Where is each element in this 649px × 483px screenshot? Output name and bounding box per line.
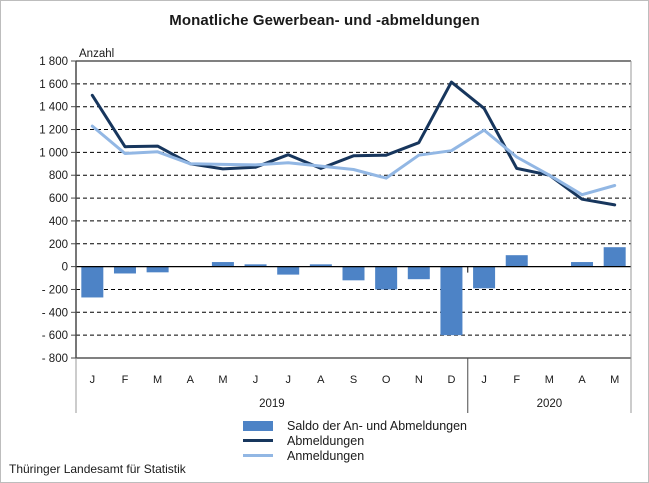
saldo-bar-J-5 — [244, 264, 267, 267]
month-label-0: J — [90, 374, 96, 386]
y-axis-labels: 1 800 1 600 1 400 1 200 1 000 800 600 400 200 0 - … — [39, 56, 68, 365]
y-tick-label-1600: 1 600 — [39, 79, 68, 91]
saldo-bar-A-7 — [309, 264, 332, 267]
legend-item-anmeldungen: Anmeldungen — [243, 448, 467, 463]
saldo-bar-J-6 — [277, 266, 300, 275]
y-axis-ticks — [71, 60, 76, 359]
y-tick-label--800: - 800 — [42, 353, 68, 365]
month-label-12: J — [481, 374, 487, 386]
y-tick-label-1400: 1 400 — [39, 102, 68, 114]
y-tick-label-800: 800 — [49, 170, 68, 182]
saldo-bar-D-11 — [440, 266, 463, 336]
saldo-bar-F-1 — [113, 266, 136, 274]
month-label-2: M — [153, 374, 162, 386]
y-tick-label-0: 0 — [62, 262, 68, 274]
y-tick-label--400: - 400 — [42, 307, 68, 319]
saldo-bar-M-4 — [211, 262, 234, 267]
y-tick-label-600: 600 — [49, 193, 68, 205]
abmeldungen-line — [90, 80, 617, 207]
saldo-bar-M-2 — [146, 266, 169, 273]
saldo-bar-O-9 — [375, 266, 398, 290]
month-label-10: N — [415, 374, 423, 386]
chart-title: Monatliche Gewerbean- und -abmeldungen — [169, 12, 480, 29]
month-label-6: J — [285, 374, 291, 386]
saldo-bars — [81, 247, 626, 336]
legend-swatch-abmeldungen-line — [243, 439, 273, 442]
legend-label-anmeldungen: Anmeldungen — [287, 448, 365, 463]
month-label-4: M — [218, 374, 227, 386]
saldo-bar-F-13 — [505, 255, 528, 267]
month-label-3: A — [187, 374, 195, 386]
year-label-2019: 2019 — [259, 398, 285, 410]
legend-swatch-saldo-bar — [243, 420, 273, 431]
month-label-5: J — [253, 374, 259, 386]
y-tick-label--600: - 600 — [42, 330, 68, 342]
month-label-15: A — [578, 374, 586, 386]
y-tick-label-1000: 1 000 — [39, 147, 68, 159]
legend-label-saldo: Saldo der An- und Abmeldungen — [287, 418, 467, 433]
y-axis-caption: Anzahl — [79, 48, 114, 60]
month-label-14: M — [545, 374, 554, 386]
y-tick-label-1800: 1 800 — [39, 56, 68, 68]
legend-item-abmeldungen: Abmeldungen — [243, 433, 467, 448]
month-label-13: F — [513, 374, 520, 386]
y-tick-label-1200: 1 200 — [39, 125, 68, 137]
month-label-8: S — [350, 374, 357, 386]
saldo-bar-A-15 — [571, 262, 594, 267]
saldo-bar-J-0 — [81, 266, 104, 298]
legend-item-saldo: Saldo der An- und Abmeldungen — [243, 418, 467, 433]
saldo-bar-M-16 — [603, 247, 626, 267]
anmeldungen-line — [90, 124, 617, 197]
month-label-11: D — [447, 374, 455, 386]
year-label-2020: 2020 — [537, 398, 563, 410]
month-label-7: A — [317, 374, 325, 386]
month-label-1: F — [122, 374, 129, 386]
legend-label-abmeldungen: Abmeldungen — [287, 433, 365, 448]
y-tick-label-400: 400 — [49, 216, 68, 228]
month-label-16: M — [610, 374, 619, 386]
y-tick-label--200: - 200 — [42, 284, 68, 296]
saldo-bar-J-12 — [473, 266, 496, 289]
legend-swatch-anmeldungen-line — [243, 454, 273, 457]
chart-legend: Saldo der An- und Abmeldungen Abmeldunge… — [243, 418, 467, 463]
y-gridlines — [76, 83, 631, 336]
saldo-bar-N-10 — [407, 266, 430, 280]
saldo-bar-S-8 — [342, 266, 365, 281]
month-label-9: O — [382, 374, 391, 386]
source-attribution: Thüringer Landesamt für Statistik — [9, 462, 186, 476]
y-tick-label-200: 200 — [49, 239, 68, 251]
